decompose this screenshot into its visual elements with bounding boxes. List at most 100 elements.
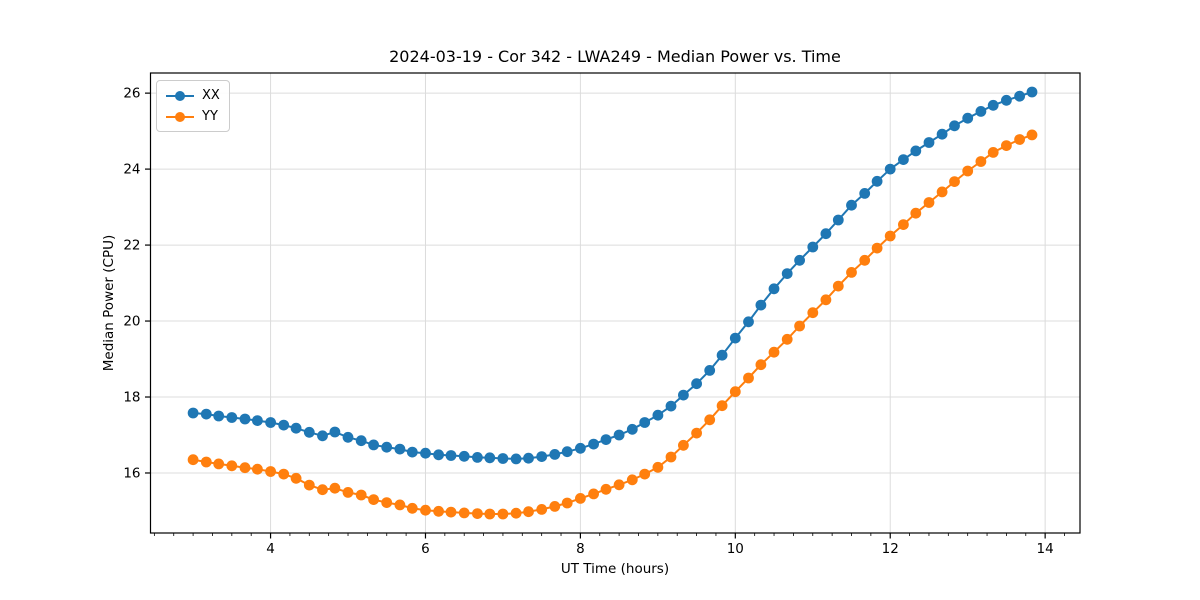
series-yy-marker	[781, 333, 793, 345]
series-xx-marker	[187, 407, 199, 419]
series-yy-marker	[187, 454, 199, 466]
series-xx-marker	[226, 412, 238, 423]
series-xx-marker	[704, 365, 716, 376]
series-xx-marker	[394, 443, 406, 455]
y-tick-label: 26	[123, 86, 140, 102]
series-xx-marker	[871, 175, 883, 187]
series-xx-marker	[381, 441, 393, 453]
series-yy-marker	[381, 497, 393, 508]
legend: XX YY	[156, 80, 230, 132]
series-yy-marker	[743, 372, 754, 384]
series-xx-marker	[768, 283, 780, 295]
series-xx-marker	[910, 145, 922, 157]
series-xx-marker	[472, 452, 483, 463]
series-xx-marker	[536, 451, 548, 462]
series-xx-marker	[794, 254, 805, 266]
series-xx-marker	[1026, 86, 1038, 98]
series-yy-marker	[342, 487, 354, 498]
legend-line-marker-xx-icon	[166, 90, 194, 101]
series-xx-marker	[1001, 94, 1012, 106]
series-xx-marker	[987, 99, 999, 111]
series-xx-marker	[846, 199, 857, 211]
series-xx-marker	[729, 332, 741, 344]
series-xx-line	[193, 91, 1033, 460]
series-yy-marker	[536, 504, 548, 515]
series-xx-marker	[303, 426, 315, 438]
series-yy-marker	[226, 460, 238, 472]
x-tick-label: 10	[727, 541, 744, 557]
y-tick-label: 22	[123, 238, 140, 254]
series-xx-marker	[832, 214, 844, 226]
series-yy-marker	[290, 472, 302, 484]
series-yy-marker	[729, 386, 741, 398]
x-tick-label: 14	[1037, 541, 1054, 557]
series-yy-marker	[472, 508, 483, 519]
series-xx-marker	[820, 228, 832, 240]
series-yy-marker	[588, 488, 599, 500]
series-xx-marker	[445, 450, 457, 461]
series-xx-marker	[755, 299, 767, 311]
series-yy-marker	[975, 156, 987, 167]
y-tick-label: 16	[123, 465, 140, 481]
series-xx-marker	[923, 137, 935, 148]
series-xx-marker	[213, 410, 225, 422]
series-yy-marker	[898, 219, 909, 231]
series-yy-marker	[1026, 129, 1038, 141]
series-yy-marker	[484, 508, 496, 520]
series-yy-marker	[406, 502, 418, 514]
series-xx-marker	[575, 442, 586, 454]
series-yy-marker	[936, 186, 948, 198]
series-yy-marker	[420, 504, 431, 516]
series-xx-marker	[355, 435, 367, 447]
series-xx-marker	[949, 120, 960, 132]
series-xx-marker	[342, 431, 354, 443]
series-xx-marker	[898, 154, 909, 166]
series-xx-marker	[368, 439, 379, 451]
series-yy-marker	[600, 483, 612, 495]
series-xx-marker	[626, 423, 638, 435]
series-xx-marker	[665, 400, 677, 412]
series-yy-marker	[355, 489, 367, 501]
legend-item-yy: YY	[165, 106, 220, 127]
series-yy-marker	[510, 507, 522, 519]
series-yy-marker	[691, 427, 702, 439]
x-axis-label: UT Time (hours)	[560, 561, 670, 577]
series-yy-marker	[962, 165, 974, 177]
legend-label-yy: YY	[202, 109, 218, 124]
y-tick-label: 20	[123, 314, 140, 330]
y-tick-label: 18	[123, 390, 140, 406]
series-yy-marker	[368, 494, 379, 505]
series-yy-marker	[278, 468, 290, 480]
x-tick-label: 8	[576, 541, 585, 557]
series-xx-marker	[497, 453, 509, 464]
series-xx-marker	[743, 316, 754, 328]
series-xx-marker	[962, 112, 974, 124]
series-xx-marker	[859, 188, 871, 199]
series-yy-marker	[200, 456, 212, 468]
series-yy-marker	[613, 479, 625, 491]
series-xx-marker	[290, 422, 302, 434]
series-yy-marker	[549, 501, 561, 512]
series-xx-marker	[278, 419, 290, 431]
series-yy-marker	[832, 280, 844, 292]
x-tick-label: 12	[882, 541, 899, 557]
series-xx-marker	[884, 163, 896, 175]
series-yy-marker	[820, 294, 832, 306]
series-yy-marker	[497, 508, 509, 520]
series-xx-marker	[200, 408, 212, 420]
series-yy-marker	[755, 359, 767, 371]
series-xx-marker	[252, 415, 263, 426]
series-yy-marker	[523, 506, 534, 518]
series-xx-marker	[639, 417, 651, 428]
series-xx-marker	[433, 449, 444, 461]
series-yy-marker	[652, 461, 664, 473]
series-yy-marker	[871, 242, 883, 254]
series-xx-marker	[484, 452, 496, 464]
series-yy-marker	[329, 482, 341, 494]
series-yy-marker	[252, 463, 263, 475]
series-xx-marker	[317, 430, 328, 442]
series-yy-marker	[1001, 140, 1012, 152]
series-xx-marker	[613, 429, 625, 441]
